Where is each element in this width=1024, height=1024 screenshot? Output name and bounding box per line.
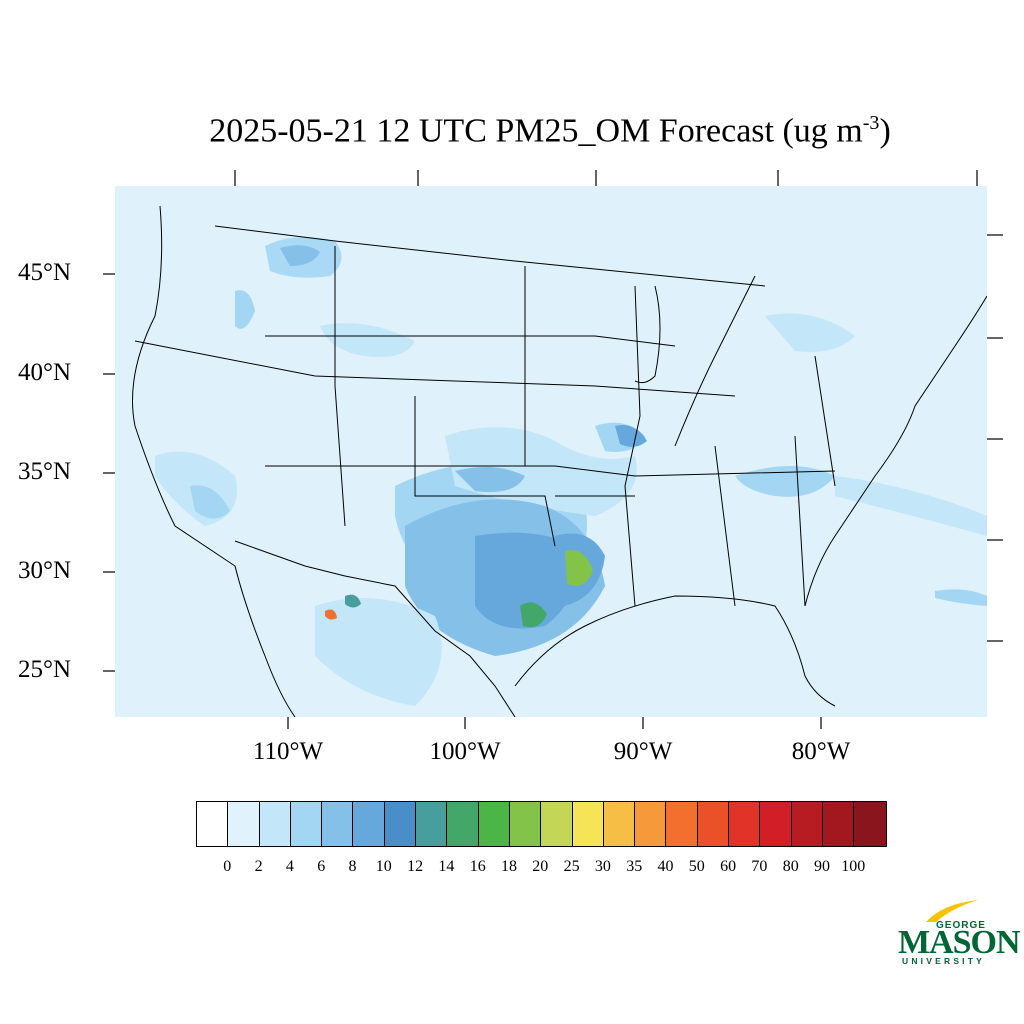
lon-label-100w: 100°W [429, 738, 501, 765]
colorbar-swatch [384, 802, 417, 846]
colorbar-swatch [197, 802, 229, 846]
colorbar-swatch [509, 802, 542, 846]
colorbar-label: 6 [317, 858, 326, 875]
colorbar-swatch [353, 802, 385, 846]
lon-label-80w: 80°W [791, 738, 851, 765]
coastlines-and-borders [132, 205, 987, 717]
colorbar-label: 14 [438, 858, 455, 875]
colorbar-label: 8 [348, 858, 357, 875]
lon-label-110w: 110°W [252, 738, 324, 765]
colorbar-swatch [822, 802, 855, 846]
colorbar-swatch [729, 802, 761, 846]
lat-label-30n: 30°N [18, 557, 72, 584]
colorbar-label: 20 [532, 858, 549, 875]
colorbar-swatch [572, 802, 604, 846]
colorbar-swatch [760, 802, 792, 846]
colorbar-swatch [854, 802, 886, 846]
colorbar-swatch [322, 802, 354, 846]
map-canvas [115, 186, 987, 717]
swoosh-icon [926, 900, 978, 922]
logo-university: UNIVERSITY [902, 956, 986, 966]
colorbar-label: 2 [254, 858, 263, 875]
concentration-field [155, 237, 987, 706]
colorbar-label: 80 [782, 858, 799, 875]
colorbar-label: 10 [375, 858, 392, 875]
colorbar-swatch [666, 802, 698, 846]
lat-label-40n: 40°N [18, 359, 72, 386]
map-title: 2025-05-21 12 UTC PM25_OM Forecast (ug m… [209, 112, 891, 150]
lat-label-35n: 35°N [18, 458, 72, 485]
colorbar-swatch [290, 802, 323, 846]
lat-label-45n: 45°N [18, 259, 72, 286]
colorbar [196, 801, 887, 847]
colorbar-swatch [635, 802, 667, 846]
colorbar-swatch [259, 802, 291, 846]
colorbar-label: 12 [407, 858, 424, 875]
colorbar-swatch [541, 802, 573, 846]
colorbar-label: 90 [814, 858, 830, 875]
lat-label-25n: 25°N [18, 656, 72, 683]
colorbar-label: 40 [657, 858, 674, 875]
colorbar-label: 70 [751, 858, 768, 875]
colorbar-swatch [228, 802, 260, 846]
colorbar-label: 30 [594, 858, 611, 875]
colorbar-label: 60 [720, 858, 737, 875]
colorbar-label: 100 [841, 858, 866, 875]
colorbar-label: 50 [688, 858, 705, 875]
colorbar-swatch [447, 802, 479, 846]
logo-mason: MASON [898, 924, 1021, 961]
colorbar-label: 25 [563, 858, 580, 875]
lon-label-90w: 90°W [613, 738, 673, 765]
colorbar-label: 18 [501, 858, 517, 875]
logo-george: GEORGE [936, 920, 986, 931]
colorbar-swatch [478, 802, 510, 846]
colorbar-label: 16 [469, 858, 486, 875]
colorbar-swatch [697, 802, 730, 846]
colorbar-swatch [416, 802, 448, 846]
forecast-map [115, 186, 987, 717]
colorbar-swatch [791, 802, 823, 846]
gmu-logo: GEORGE MASON UNIVERSITY [898, 898, 1021, 968]
colorbar-label: 35 [626, 858, 643, 875]
colorbar-label: 4 [285, 858, 294, 875]
colorbar-swatch [603, 802, 636, 846]
colorbar-label: 0 [223, 858, 232, 875]
